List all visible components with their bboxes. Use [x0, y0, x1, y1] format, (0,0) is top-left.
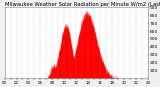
- Text: Milwaukee Weather Solar Radiation per Minute W/m2 (Last 24 Hours): Milwaukee Weather Solar Radiation per Mi…: [5, 2, 160, 7]
